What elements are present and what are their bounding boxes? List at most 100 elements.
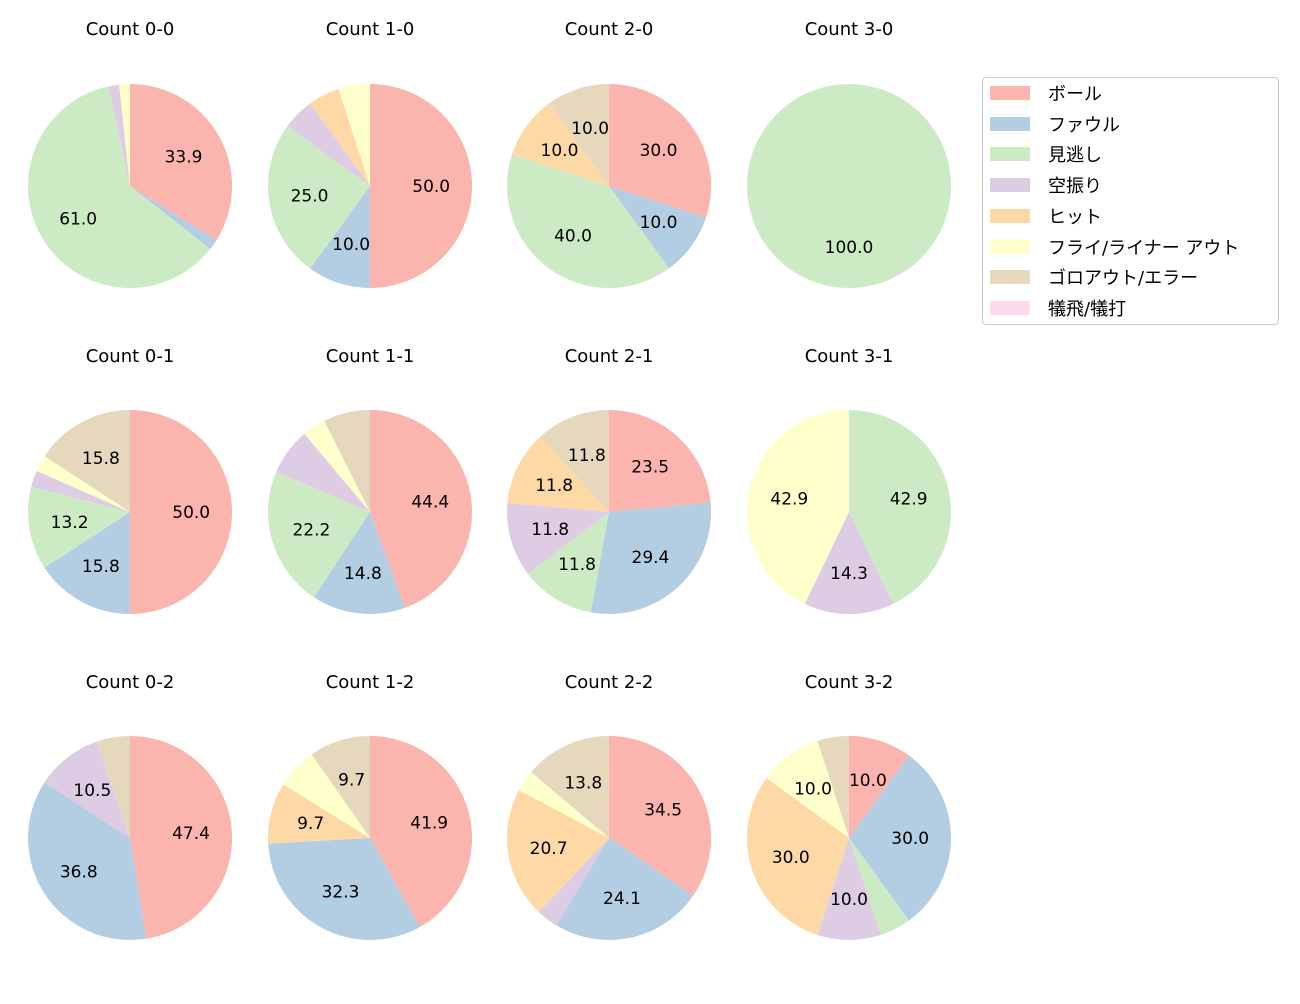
slice-label: 25.0 — [291, 187, 329, 207]
slice-ボール — [130, 410, 232, 614]
slice-ボール — [609, 410, 711, 512]
pie-title: Count 0-2 — [86, 672, 175, 693]
pie-title: Count 2-1 — [565, 346, 654, 367]
slice-見逃し — [268, 471, 370, 598]
slice-label: 33.9 — [165, 147, 203, 167]
legend-swatch — [990, 86, 1030, 100]
slice-label: 13.8 — [564, 773, 602, 793]
slice-ヒット — [511, 103, 609, 186]
slice-空振り — [538, 838, 609, 926]
slice-空振り — [108, 84, 130, 186]
legend-swatch — [990, 116, 1030, 131]
slice-label: 14.3 — [830, 564, 868, 584]
pie-title: Count 2-0 — [565, 19, 654, 40]
slice-label: 40.0 — [554, 227, 592, 247]
slice-ヒット — [747, 778, 849, 936]
slice-見逃し — [849, 838, 909, 936]
slice-フライ/ライナー アウト — [338, 84, 370, 186]
slice-空振り — [507, 502, 609, 574]
slice-ファウル — [313, 512, 405, 614]
slice-フライ/ライナー アウト — [747, 410, 849, 604]
slice-label: 13.2 — [51, 513, 89, 533]
legend-swatch — [990, 208, 1030, 223]
slice-空振り — [287, 103, 370, 186]
slice-ヒット — [507, 790, 609, 913]
pie-title: Count 3-1 — [805, 346, 894, 367]
slice-フライ/ライナー アウト — [119, 84, 130, 186]
slice-label: 11.8 — [568, 446, 606, 466]
legend-label: ゴロアウト/エラー — [1048, 268, 1199, 290]
slice-ファウル — [44, 512, 130, 614]
legend-item: ボール — [990, 83, 1102, 105]
pie-title: Count 0-0 — [86, 19, 175, 40]
slice-ファウル — [609, 186, 707, 269]
pie-title: Count 1-1 — [326, 346, 415, 367]
slice-ボール — [370, 84, 472, 288]
legend-swatch — [990, 239, 1030, 254]
slice-空振り — [31, 470, 131, 512]
legend-label: ボール — [1048, 84, 1102, 105]
slice-空振り — [817, 838, 881, 940]
slice-label: 42.9 — [890, 489, 928, 509]
slice-label: 100.0 — [825, 238, 874, 258]
slice-フライ/ライナー アウト — [36, 456, 130, 512]
legend-label: 見逃し — [1048, 145, 1102, 167]
slice-ファウル — [310, 186, 370, 288]
pie-count-2-0: Count 2-030.010.040.010.010.0 — [507, 19, 711, 289]
slice-見逃し — [527, 512, 609, 613]
legend-label: ヒット — [1048, 206, 1102, 228]
slice-ファウル — [590, 502, 711, 615]
legend-item: ゴロアウト/エラー — [990, 267, 1199, 290]
slice-label: 10.0 — [849, 771, 887, 791]
slice-label: 10.0 — [541, 141, 579, 161]
slice-label: 10.5 — [73, 781, 111, 801]
slice-ゴロアウト/エラー — [817, 736, 849, 838]
pie-count-1-0: Count 1-0 50.0 10.0 25.0 — [268, 19, 472, 288]
pie-count-3-1: Count 3-1 42.9 14.3 42.9 — [747, 346, 952, 615]
legend-item: 見逃し — [990, 144, 1102, 167]
slice-ゴロアウト/エラー — [324, 410, 370, 512]
slice-ボール — [370, 736, 473, 927]
slice-ファウル — [268, 838, 420, 941]
pie-count-2-2: Count 2-2 34.5 24.1 20.7 13.8 — [507, 672, 712, 941]
slice-ボール — [609, 736, 712, 896]
slice-ゴロアウト/エラー — [311, 736, 370, 838]
slice-label: 32.3 — [322, 883, 360, 903]
slice-label: 10.0 — [830, 890, 868, 910]
slice-label: 15.8 — [82, 557, 120, 577]
legend-label: ファウル — [1048, 114, 1120, 136]
legend-label: 空振り — [1048, 176, 1102, 198]
slice-ヒット — [310, 88, 370, 186]
legend-label: 犠飛/犠打 — [1048, 298, 1127, 320]
pie-count-1-1: Count 1-1 44.4 14.8 22.2 — [268, 346, 472, 614]
slice-label: 44.4 — [411, 492, 449, 512]
pie-title: Count 0-1 — [86, 346, 175, 367]
slice-label: 50.0 — [172, 503, 210, 523]
slice-ファウル — [27, 782, 147, 940]
slice-label: 30.0 — [640, 141, 678, 161]
slice-label: 11.8 — [531, 520, 569, 540]
slice-label: 22.2 — [292, 521, 330, 541]
slice-label: 9.7 — [338, 771, 365, 791]
slice-フライ/ライナー アウト — [518, 772, 609, 838]
legend: ボールファウル見逃し空振りヒットフライ/ライナー アウトゴロアウト/エラー 犠飛/… — [982, 77, 1279, 325]
pie-count-2-1: Count 2-1 23.5 29.4 11.8 11.8 11.8 11.8 — [507, 346, 711, 615]
slice-label: 11.8 — [558, 555, 596, 575]
slice-label: 30.0 — [891, 829, 929, 849]
slice-label: 11.8 — [535, 476, 573, 496]
legend-item: フライ/ライナー アウト — [990, 237, 1239, 259]
slice-見逃し — [28, 486, 131, 568]
slice-ファウル — [556, 838, 694, 941]
slice-ゴロアウト/エラー — [540, 410, 609, 512]
slice-空振り — [276, 433, 370, 512]
pie-count-3-0: Count 3-0 100.0 — [747, 19, 951, 288]
pie-title: Count 3-2 — [805, 672, 894, 693]
legend-swatch — [990, 270, 1030, 285]
slice-label: 50.0 — [412, 177, 450, 197]
slice-label: 24.1 — [603, 889, 641, 909]
slice-ファウル — [849, 755, 951, 921]
slice-label: 29.4 — [632, 548, 670, 568]
legend-item: 空振り — [990, 175, 1102, 198]
